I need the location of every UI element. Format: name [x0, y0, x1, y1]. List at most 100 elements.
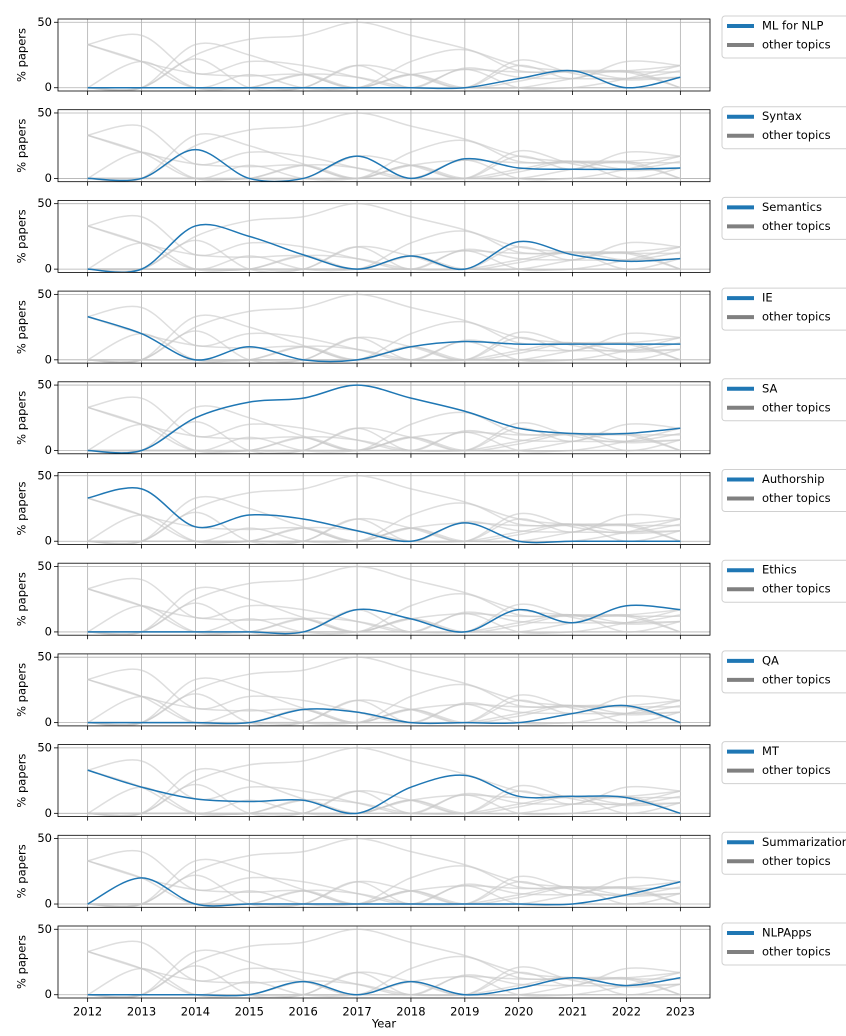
y-axis-label: % papers [15, 663, 29, 717]
legend-label: other topics [762, 945, 831, 959]
x-tick-label: 2016 [289, 1005, 318, 1019]
other-topic-line [88, 566, 681, 634]
x-tick-label: 2022 [612, 1005, 641, 1019]
y-tick-label: 0 [45, 806, 52, 820]
y-tick-label: 0 [45, 534, 52, 548]
panel: 0 50 % papers IE other topics [15, 287, 846, 367]
y-tick-label: 0 [45, 443, 52, 457]
y-tick-label: 50 [37, 468, 52, 482]
panel: 2012 2013 2014 2015 2016 2017 2018 2019 2020 2021… [15, 922, 846, 1019]
legend-label: IE [762, 291, 773, 305]
other-topic-line [88, 22, 681, 90]
legend-label: Authorship [762, 472, 825, 486]
y-tick-label: 50 [37, 15, 52, 29]
other-topic-line [88, 294, 681, 362]
y-tick-label: 50 [37, 740, 52, 754]
legend-label: MT [762, 744, 780, 758]
legend-label: other topics [762, 672, 831, 686]
lines [88, 566, 681, 635]
legend-label: Semantics [762, 200, 822, 214]
other-topic-line [88, 839, 681, 907]
y-axis-label: % papers [15, 300, 29, 354]
y-axis-label: % papers [15, 844, 29, 898]
y-axis-label: % papers [15, 28, 29, 82]
legend-label: other topics [762, 219, 831, 233]
y-tick-label: 50 [37, 650, 52, 664]
other-topic-line [88, 204, 681, 272]
y-tick-label: 0 [45, 715, 52, 729]
x-axis-label: Year [371, 1017, 397, 1031]
panel: 0 50 % papers QA other topics [15, 650, 846, 730]
y-tick-label: 0 [45, 987, 52, 1001]
legend-label: other topics [762, 582, 831, 596]
lines [88, 385, 681, 454]
y-axis-label: % papers [15, 209, 29, 263]
x-tick-label: 2023 [666, 1005, 695, 1019]
y-axis-label: % papers [15, 481, 29, 535]
panel: 0 50 % papers Syntax other topics [15, 105, 846, 185]
legend-label: QA [762, 653, 779, 667]
y-tick-label: 0 [45, 897, 52, 911]
x-tick-label: 2018 [396, 1005, 425, 1019]
panel: 0 50 % papers Semantics other topics [15, 196, 846, 276]
y-axis-label: % papers [15, 391, 29, 445]
panel: 0 50 % papers SA other topics [15, 378, 846, 458]
panel: 0 50 % papers Ethics other topics [15, 559, 846, 639]
x-tick-label: 2017 [342, 1005, 371, 1019]
y-tick-label: 50 [37, 922, 52, 936]
lines [88, 929, 681, 998]
y-tick-label: 50 [37, 287, 52, 301]
y-tick-label: 0 [45, 352, 52, 366]
x-tick-label: 2015 [235, 1005, 264, 1019]
x-tick-label: 2020 [504, 1005, 533, 1019]
legend-label: other topics [762, 854, 831, 868]
y-axis-label: % papers [15, 935, 29, 989]
legend-label: other topics [762, 38, 831, 52]
y-tick-label: 0 [45, 171, 52, 185]
x-tick-label: 2014 [181, 1005, 210, 1019]
lines [88, 204, 681, 273]
other-topic-line [88, 476, 681, 544]
panel: 0 50 % papers ML for NLP other topics [15, 15, 846, 95]
legend-label: ML for NLP [762, 19, 823, 33]
y-axis-label: % papers [15, 572, 29, 626]
panel: 0 50 % papers Authorship other topics [15, 468, 846, 548]
x-tick-label: 2019 [450, 1005, 479, 1019]
y-tick-label: 50 [37, 559, 52, 573]
legend-label: other topics [762, 400, 831, 414]
lines [88, 839, 681, 908]
legend-label: Summarization [762, 835, 846, 849]
lines [88, 22, 681, 91]
legend-label: other topics [762, 763, 831, 777]
other-topic-line [88, 748, 681, 816]
topic-line [88, 385, 681, 453]
x-tick-label: 2012 [73, 1005, 102, 1019]
lines [88, 748, 681, 817]
y-tick-label: 50 [37, 831, 52, 845]
y-tick-label: 50 [37, 105, 52, 119]
lines [88, 476, 681, 545]
x-tick-label: 2021 [558, 1005, 587, 1019]
legend-label: Ethics [762, 563, 797, 577]
y-tick-label: 0 [45, 262, 52, 276]
legend-label: SA [762, 381, 778, 395]
lines [88, 657, 681, 726]
lines [88, 113, 681, 182]
legend-label: other topics [762, 491, 831, 505]
legend-label: Syntax [762, 109, 802, 123]
x-tick-label: 2013 [127, 1005, 156, 1019]
legend-label: NLPApps [762, 926, 812, 940]
y-tick-label: 0 [45, 624, 52, 638]
y-tick-label: 0 [45, 80, 52, 94]
y-axis-label: % papers [15, 119, 29, 173]
panel: 0 50 % papers Summarization other topics [15, 831, 846, 911]
other-topic-line [88, 657, 681, 725]
y-tick-label: 50 [37, 378, 52, 392]
y-tick-label: 50 [37, 196, 52, 210]
other-topic-line [88, 929, 681, 997]
legend-label: other topics [762, 128, 831, 142]
lines [88, 294, 681, 363]
legend-label: other topics [762, 310, 831, 324]
